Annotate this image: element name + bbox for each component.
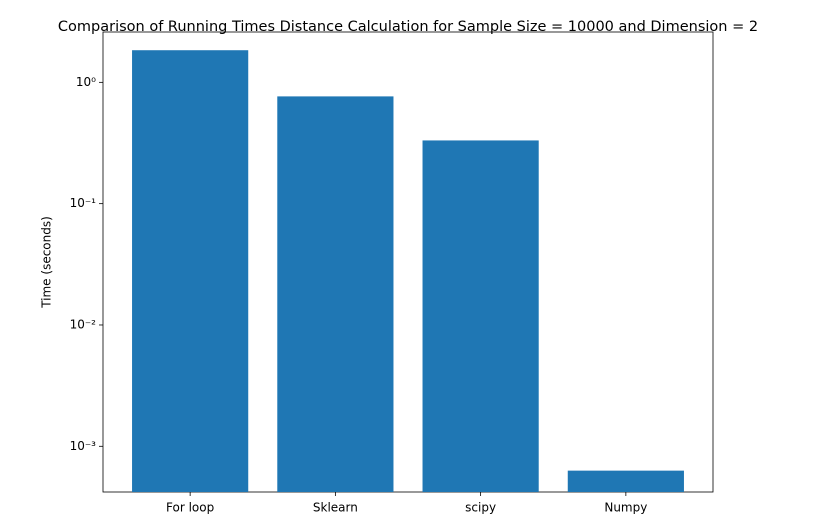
y-tick-label: 10⁻³ <box>70 439 97 453</box>
x-tick-label: Sklearn <box>313 501 358 515</box>
y-tick-label: 10⁻¹ <box>70 196 97 210</box>
x-tick-label: For loop <box>166 501 214 515</box>
x-tick-label: scipy <box>465 501 496 515</box>
bar <box>567 470 684 492</box>
y-tick-label: 10⁰ <box>76 75 96 89</box>
x-tick-label: Numpy <box>604 501 647 515</box>
bar <box>277 96 394 493</box>
bar <box>132 50 249 492</box>
axes-frame <box>102 31 714 493</box>
y-axis-label: Time (seconds) <box>40 216 54 309</box>
y-tick-label: 10⁻² <box>70 317 97 331</box>
bar <box>422 140 539 493</box>
chart-title: Comparison of Running Times Distance Cal… <box>58 19 758 35</box>
